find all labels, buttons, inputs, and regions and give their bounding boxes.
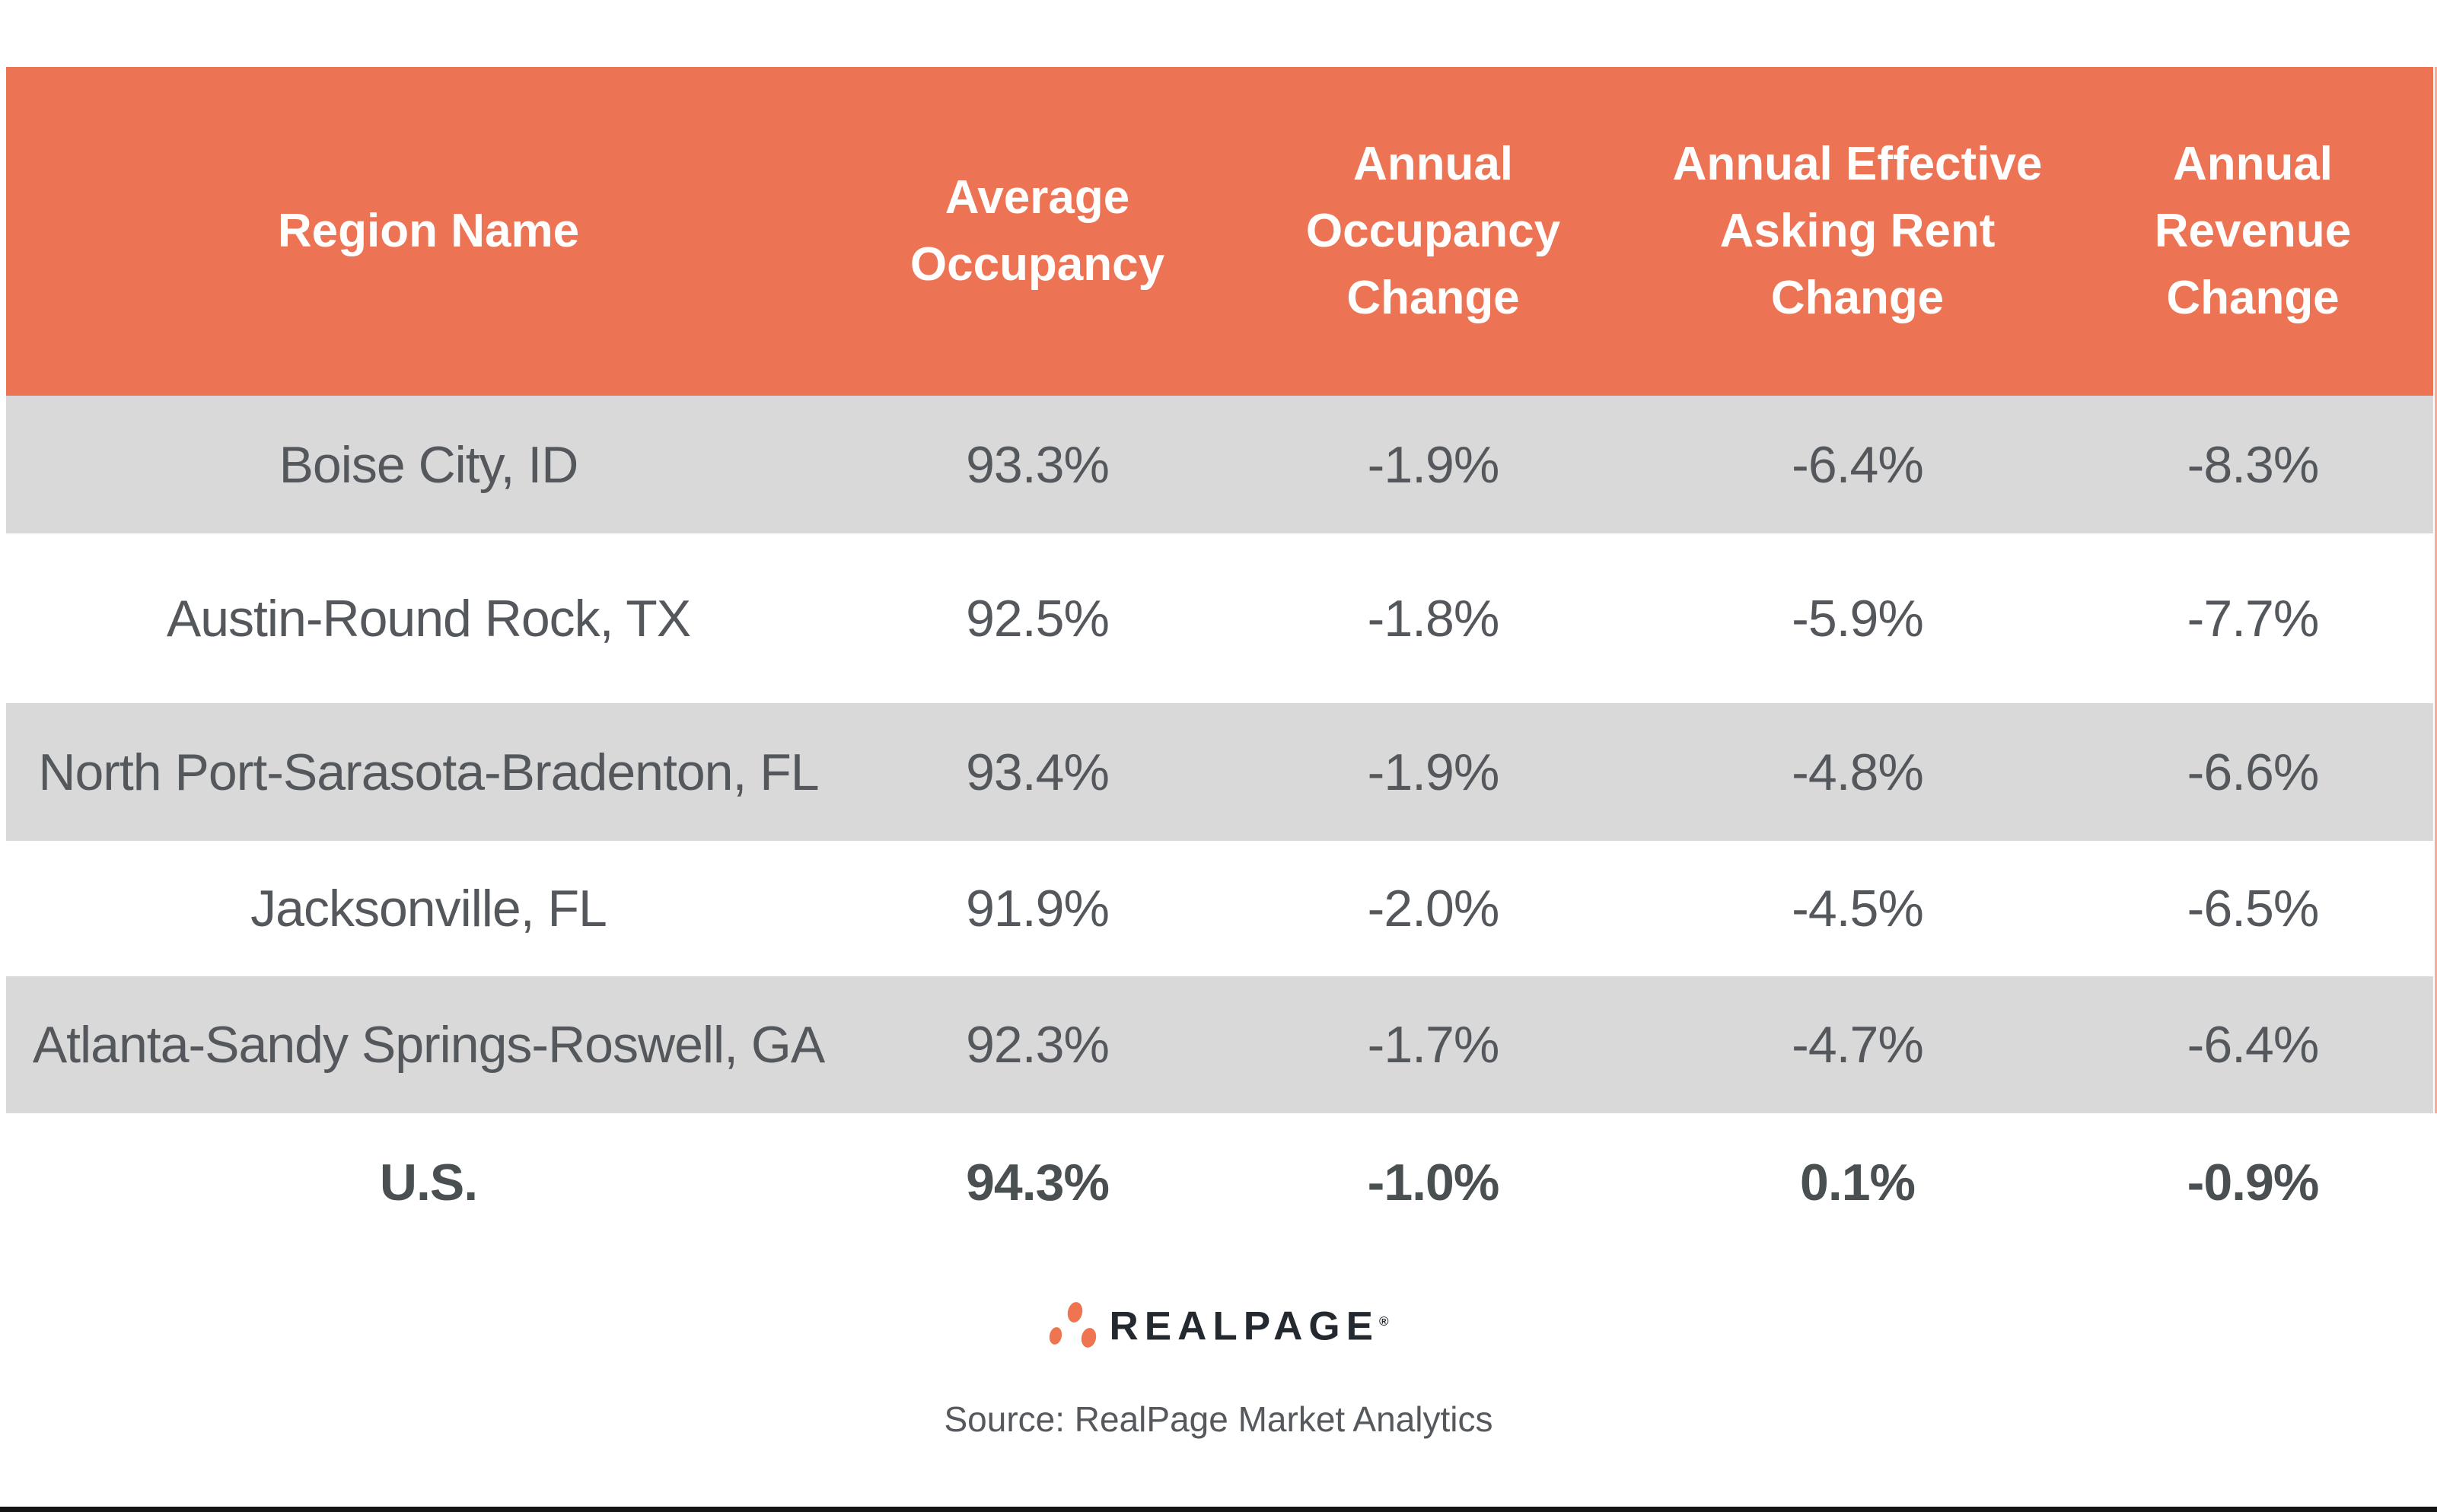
cell-region: Boise City, ID xyxy=(279,435,579,494)
cell-annual-revenue-change: -0.9% xyxy=(2187,1154,2320,1211)
cell-region: Atlanta-Sandy Springs-Roswell, GA xyxy=(32,1016,825,1074)
cell-annual-occupancy-change: -1.9% xyxy=(1367,435,1500,494)
column-header-region-name: Region Name xyxy=(277,205,580,257)
logo-dot xyxy=(1048,1326,1064,1346)
column-header-annual-effective-asking-rent-change: Annual Effective Asking Rent Change xyxy=(1672,138,2043,324)
cell-annual-occupancy-change: -1.7% xyxy=(1367,1016,1500,1074)
cell-annual-revenue-change: -6.6% xyxy=(2187,743,2320,801)
cell-annual-effective-asking-rent-change: -4.7% xyxy=(1792,1016,1924,1074)
table-row: Jacksonville, FL 91.9% -2.0% -4.5% -6.5% xyxy=(6,841,2433,976)
realpage-logo-wordmark: REALPAGE® xyxy=(1109,1300,1388,1349)
cell-region: U.S. xyxy=(379,1154,478,1211)
bottom-border xyxy=(0,1507,2437,1512)
table-row: Boise City, ID 93.3% -1.9% -6.4% -8.3% xyxy=(6,396,2433,533)
market-occupancy-table: Region Name Average Occupancy Annual Occ… xyxy=(6,67,2433,1252)
table-row: North Port-Sarasota-Bradenton, FL 93.4% … xyxy=(6,703,2433,841)
cell-annual-effective-asking-rent-change: -4.8% xyxy=(1792,743,1924,801)
cell-annual-effective-asking-rent-change: -6.4% xyxy=(1792,435,1924,494)
cell-region: Austin-Round Rock, TX xyxy=(166,589,691,648)
cell-annual-occupancy-change: -1.9% xyxy=(1367,743,1500,801)
cell-annual-effective-asking-rent-change: -5.9% xyxy=(1792,589,1924,648)
logo-dot xyxy=(1066,1300,1085,1325)
table-row-us-total: U.S. 94.3% -1.0% 0.1% -0.9% xyxy=(6,1113,2433,1252)
cell-annual-revenue-change: -7.7% xyxy=(2187,589,2320,648)
column-header-annual-occupancy-change: Annual Occupancy Change xyxy=(1305,138,1561,324)
cell-region: Jacksonville, FL xyxy=(250,880,607,937)
cell-annual-revenue-change: -6.5% xyxy=(2187,880,2320,937)
table-header-row: Region Name Average Occupancy Annual Occ… xyxy=(6,67,2433,396)
cell-average-occupancy: 94.3% xyxy=(966,1154,1110,1211)
cell-average-occupancy: 92.3% xyxy=(966,1016,1110,1074)
table-row: Atlanta-Sandy Springs-Roswell, GA 92.3% … xyxy=(6,976,2433,1113)
table-row: Austin-Round Rock, TX 92.5% -1.8% -5.9% … xyxy=(6,533,2433,703)
logo-dot xyxy=(1079,1326,1098,1350)
cell-annual-revenue-change: -8.3% xyxy=(2187,435,2320,494)
cell-annual-revenue-change: -6.4% xyxy=(2187,1016,2320,1074)
logo-brand-text: REALPAGE xyxy=(1109,1304,1379,1349)
cell-annual-effective-asking-rent-change: -4.5% xyxy=(1792,880,1924,937)
cell-region: North Port-Sarasota-Bradenton, FL xyxy=(38,743,819,801)
column-header-annual-revenue-change: Annual Revenue Change xyxy=(2154,138,2352,324)
column-header-average-occupancy: Average Occupancy xyxy=(909,171,1165,291)
cell-annual-occupancy-change: -1.8% xyxy=(1367,589,1500,648)
cell-average-occupancy: 91.9% xyxy=(966,880,1110,937)
source-attribution: Source: RealPage Market Analytics xyxy=(944,1399,1493,1439)
realpage-logo-dots-icon xyxy=(1048,1300,1098,1350)
cell-average-occupancy: 93.3% xyxy=(966,435,1110,494)
cell-annual-effective-asking-rent-change: 0.1% xyxy=(1800,1154,1916,1211)
realpage-logo: REALPAGE® xyxy=(0,1300,2437,1350)
cell-average-occupancy: 92.5% xyxy=(966,589,1110,648)
cell-annual-occupancy-change: -2.0% xyxy=(1367,880,1500,937)
registered-trademark-symbol: ® xyxy=(1379,1314,1389,1329)
right-edge-accent xyxy=(2435,67,2437,1113)
cell-annual-occupancy-change: -1.0% xyxy=(1367,1154,1500,1211)
cell-average-occupancy: 93.4% xyxy=(966,743,1110,801)
